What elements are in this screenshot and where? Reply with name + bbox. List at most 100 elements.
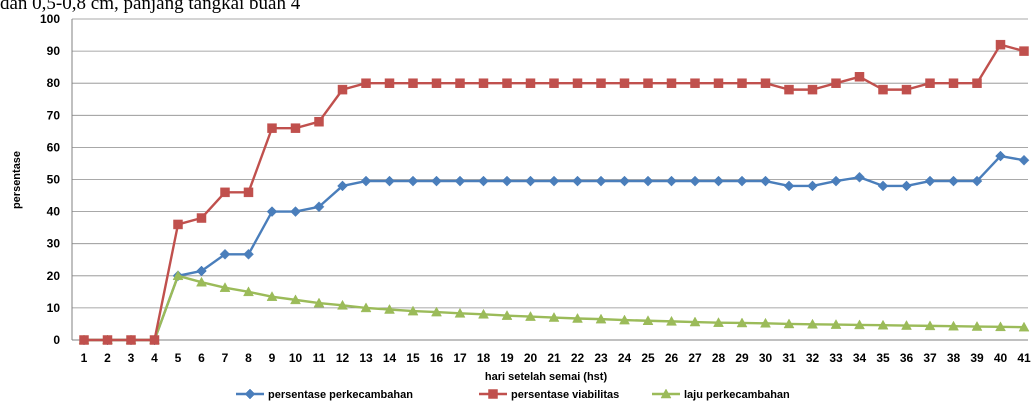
x-tick-label: 33 xyxy=(829,351,843,365)
data-point xyxy=(619,175,630,187)
x-tick-label: 17 xyxy=(453,351,467,365)
data-point xyxy=(337,180,348,192)
data-point xyxy=(502,78,512,88)
x-tick-label: 14 xyxy=(383,351,397,365)
x-tick-label: 7 xyxy=(222,351,229,365)
data-point xyxy=(689,316,701,327)
data-point xyxy=(196,265,207,277)
legend-label: persentase viabilitas xyxy=(511,389,619,401)
data-point xyxy=(713,317,724,327)
data-point xyxy=(878,84,888,95)
data-point xyxy=(408,78,418,88)
y-tick-label: 10 xyxy=(47,301,61,315)
data-point xyxy=(525,311,536,321)
data-point xyxy=(360,302,372,313)
x-tick-label: 10 xyxy=(289,351,303,365)
data-point xyxy=(854,171,865,183)
x-tick-label: 23 xyxy=(594,351,608,365)
data-point xyxy=(313,201,325,213)
data-point xyxy=(454,307,466,318)
x-tick-label: 27 xyxy=(688,351,702,365)
x-tick-label: 35 xyxy=(876,351,890,365)
data-point xyxy=(337,299,348,310)
data-point xyxy=(243,286,254,297)
data-point xyxy=(266,291,278,301)
data-point xyxy=(737,78,747,88)
x-tick-label: 24 xyxy=(618,351,632,365)
data-point xyxy=(901,84,912,95)
data-point xyxy=(313,297,325,308)
data-point xyxy=(172,270,184,281)
data-point xyxy=(736,317,748,328)
data-point xyxy=(995,39,1006,50)
data-point xyxy=(384,78,395,88)
data-point xyxy=(243,187,254,198)
x-tick-label: 12 xyxy=(336,351,350,365)
data-point xyxy=(901,320,912,330)
data-point xyxy=(219,282,231,292)
data-point xyxy=(126,335,136,345)
legend-item: persentase viabilitas xyxy=(479,389,619,401)
data-point xyxy=(643,78,653,88)
data-point xyxy=(290,206,301,217)
data-point xyxy=(431,175,442,187)
x-tick-label: 16 xyxy=(430,351,444,365)
data-point xyxy=(831,78,841,88)
data-point xyxy=(760,175,771,187)
data-point xyxy=(267,123,277,133)
data-point xyxy=(501,310,513,320)
data-point xyxy=(972,78,982,88)
data-point xyxy=(360,175,372,187)
data-point xyxy=(948,320,959,331)
legend-marker xyxy=(660,388,672,399)
x-tick-label: 29 xyxy=(735,351,749,365)
x-tick-label: 4 xyxy=(151,351,158,365)
data-point xyxy=(854,72,865,82)
legend-item: laju perkecambahan xyxy=(652,388,790,401)
data-point xyxy=(196,213,207,223)
legend-marker xyxy=(488,389,498,399)
data-point xyxy=(807,84,818,95)
data-point xyxy=(877,319,889,330)
y-tick-label: 60 xyxy=(47,140,61,154)
x-tick-label: 31 xyxy=(782,351,796,365)
data-point xyxy=(220,187,230,198)
data-point xyxy=(783,318,795,329)
data-point xyxy=(690,78,700,88)
data-point xyxy=(1018,321,1030,332)
data-point xyxy=(525,78,536,88)
x-axis-title: hari setelah semai (hst) xyxy=(485,371,608,383)
legend-item: persentase perkecambahan xyxy=(236,388,413,401)
data-point xyxy=(924,175,936,187)
data-point xyxy=(384,175,395,187)
y-tick-label: 0 xyxy=(53,333,60,347)
x-tick-label: 13 xyxy=(359,351,373,365)
x-tick-label: 26 xyxy=(665,351,679,365)
data-point xyxy=(666,315,677,326)
header-text-fragment: dan 0,5-0,8 cm, panjang tangkai buah 4 xyxy=(0,0,301,14)
data-point xyxy=(525,175,536,187)
data-point xyxy=(501,175,513,187)
legend-label: laju perkecambahan xyxy=(684,389,790,401)
x-tick-label: 41 xyxy=(1017,351,1031,365)
data-point xyxy=(361,78,371,88)
data-point xyxy=(595,175,607,187)
data-point xyxy=(407,175,419,187)
data-point xyxy=(79,335,89,345)
data-point xyxy=(431,78,442,88)
data-point xyxy=(173,219,183,230)
data-point xyxy=(455,78,465,88)
data-point xyxy=(642,175,654,187)
y-tick-label: 70 xyxy=(47,108,61,122)
x-tick-label: 32 xyxy=(806,351,820,365)
data-point xyxy=(407,305,419,316)
data-point xyxy=(243,248,254,260)
x-tick-label: 37 xyxy=(923,351,937,365)
data-point xyxy=(666,78,677,88)
x-tick-label: 34 xyxy=(853,351,867,365)
data-point xyxy=(454,175,466,187)
x-tick-label: 11 xyxy=(313,351,326,365)
data-point xyxy=(830,319,842,329)
